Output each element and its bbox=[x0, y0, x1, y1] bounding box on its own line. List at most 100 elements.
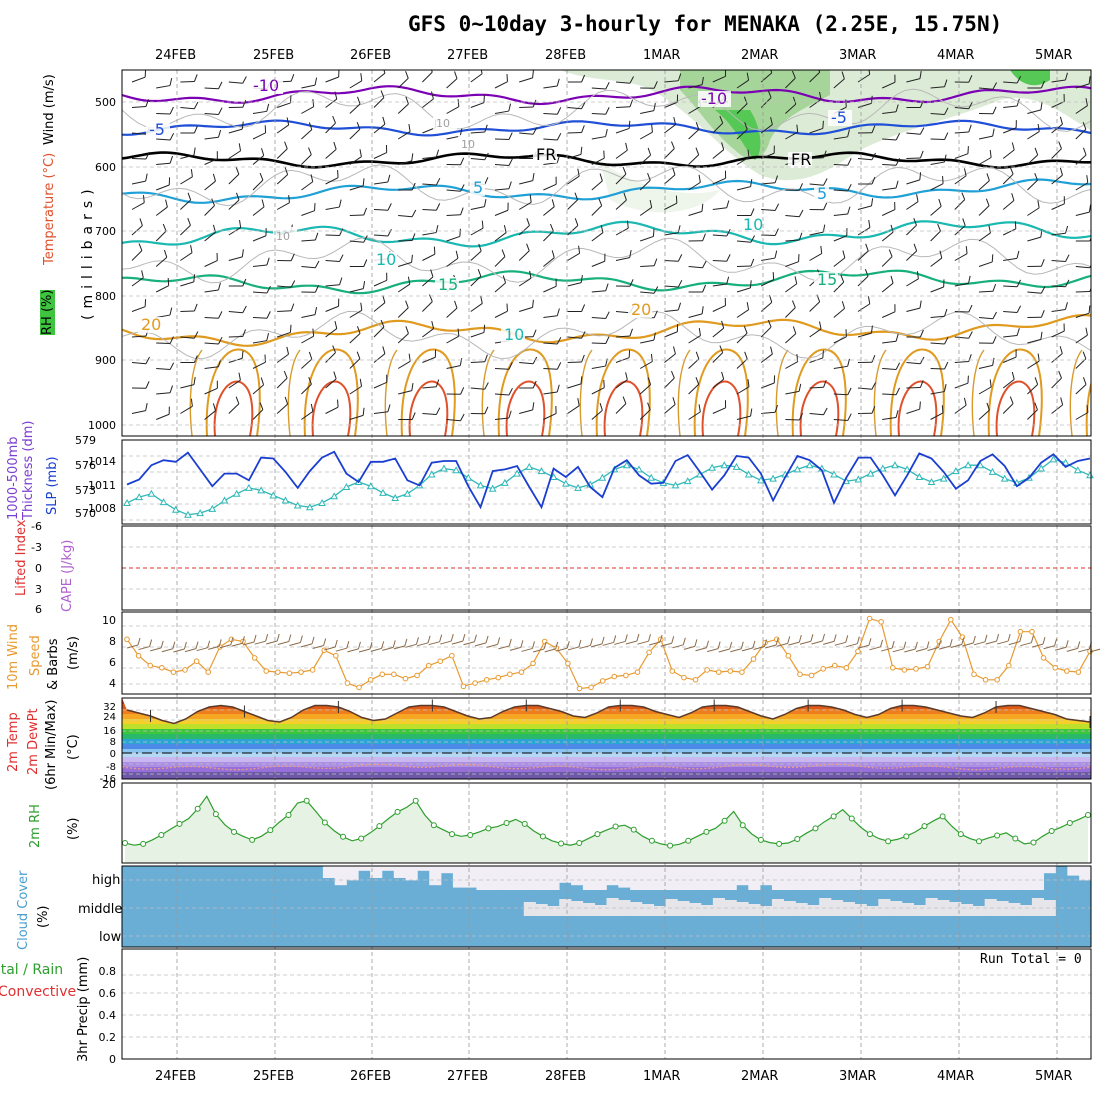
wind-barb-flag bbox=[238, 143, 242, 151]
cloud-cell bbox=[1067, 866, 1080, 876]
wind-barb-staff bbox=[470, 227, 484, 236]
wind-barb-staff bbox=[978, 261, 993, 267]
wind-barb bbox=[591, 380, 605, 395]
wind-barb-flag bbox=[507, 202, 509, 211]
wind-barb-staff bbox=[1003, 285, 1018, 288]
wind-barb-flag bbox=[532, 173, 535, 181]
wind-barb-staff bbox=[664, 331, 678, 338]
wind-barb-staff bbox=[567, 282, 582, 287]
wind10-barb-flag bbox=[473, 634, 477, 642]
wind-barb-flag bbox=[1089, 236, 1091, 242]
wind-barb-flag bbox=[1016, 279, 1021, 287]
wind-barb-staff bbox=[833, 164, 848, 166]
wind-barb bbox=[494, 103, 512, 114]
thickness-point bbox=[123, 498, 131, 506]
wind-barb bbox=[1027, 80, 1045, 89]
wind-barb-flag bbox=[919, 150, 924, 159]
wind-barb-staff bbox=[131, 106, 147, 108]
contour-label: 10 bbox=[461, 138, 475, 151]
wind-barb-flag bbox=[629, 250, 632, 258]
wind-barb-flag bbox=[919, 300, 922, 309]
wind10-barb bbox=[463, 641, 475, 646]
wind-barb-flag bbox=[721, 142, 725, 150]
wind-barb-flag bbox=[774, 203, 780, 211]
wind-barb-flag bbox=[242, 100, 247, 108]
wind-barb-staff bbox=[1075, 334, 1088, 344]
pressure-tick: 500 bbox=[95, 96, 116, 109]
wind-barb-flag bbox=[750, 258, 755, 267]
wind-barb bbox=[325, 228, 344, 236]
wind-barb-staff bbox=[543, 368, 558, 370]
wind-barb-staff bbox=[615, 149, 628, 159]
wind-barb-staff bbox=[204, 410, 216, 420]
wind-barb-flag bbox=[653, 332, 656, 341]
wind-barb bbox=[567, 218, 579, 236]
wind-barb-flag bbox=[310, 403, 314, 412]
wind-barb-staff bbox=[954, 382, 969, 389]
wind-barb-staff bbox=[954, 107, 969, 110]
wind-barb-flag bbox=[362, 178, 365, 186]
wind-barb-flag bbox=[532, 127, 538, 135]
thickness-point bbox=[147, 489, 156, 497]
date-label: 1MAR bbox=[643, 48, 681, 63]
wind-barb-staff bbox=[688, 313, 703, 318]
wind-barb-flag bbox=[139, 218, 143, 226]
wind-barb-staff bbox=[494, 368, 510, 370]
wind-barb-staff bbox=[228, 199, 240, 210]
temp-band bbox=[122, 753, 1091, 757]
wind-barb-flag bbox=[672, 167, 676, 175]
cloud-cell bbox=[890, 866, 903, 890]
wind-barb-staff bbox=[567, 153, 582, 159]
wind-barb-flag bbox=[919, 329, 924, 338]
wind10-barb bbox=[927, 647, 939, 651]
wind-barb bbox=[252, 228, 267, 242]
wind10-barb bbox=[1043, 645, 1055, 650]
thickness-point bbox=[683, 477, 692, 485]
thickness-point bbox=[952, 467, 960, 475]
wind-barb bbox=[518, 270, 532, 287]
wind10-barb bbox=[985, 640, 997, 645]
wind-barb-flag bbox=[314, 77, 318, 86]
temp-band bbox=[122, 749, 1091, 753]
wind-barb bbox=[204, 252, 218, 267]
wind-barb-staff bbox=[664, 377, 675, 389]
wind10-barb-flag bbox=[914, 641, 918, 650]
wind-barb-flag bbox=[581, 101, 586, 109]
wind-barb-flag bbox=[770, 346, 773, 355]
wind-barb-flag bbox=[647, 402, 651, 410]
wind-barb-staff bbox=[277, 310, 292, 312]
wind-barb-staff bbox=[131, 277, 144, 287]
wind-barb bbox=[978, 149, 992, 165]
wind10-barb-flag bbox=[1065, 640, 1069, 648]
wind-barb-flag bbox=[986, 173, 990, 181]
wind-barb-flag bbox=[1034, 172, 1038, 181]
wind-barb bbox=[180, 101, 199, 110]
temp2m-tick: 32 bbox=[103, 702, 116, 713]
wind-barb-staff bbox=[1027, 131, 1040, 140]
contour-arch-red bbox=[701, 380, 742, 436]
wind-barb bbox=[422, 225, 439, 236]
wind-barb-flag bbox=[261, 148, 265, 156]
cloud-mid-cell bbox=[819, 898, 832, 916]
wind-barb bbox=[615, 372, 628, 389]
wind-barb-staff bbox=[131, 76, 146, 83]
wind-barb-staff bbox=[736, 309, 749, 318]
wind-barb-flag bbox=[216, 380, 218, 389]
wind-barb-staff bbox=[712, 378, 724, 389]
wind-barb-flag bbox=[605, 129, 608, 137]
wind-barb-flag bbox=[532, 99, 537, 108]
wind-barb-flag bbox=[193, 303, 198, 312]
contour-label: -10 bbox=[701, 89, 727, 108]
wind-barb-flag bbox=[599, 173, 603, 181]
wind-barb-staff bbox=[615, 173, 627, 185]
wind-barb bbox=[252, 377, 265, 395]
cloud-cell bbox=[937, 866, 950, 890]
wind-barb-flag bbox=[847, 206, 851, 215]
wind-barb-staff bbox=[736, 129, 748, 140]
wind-barb-staff bbox=[397, 131, 411, 140]
wind-barb-staff bbox=[349, 103, 361, 114]
wind-barb-staff bbox=[325, 406, 339, 414]
wind-barb-flag bbox=[672, 397, 676, 405]
wind-barb bbox=[1075, 175, 1089, 191]
wind-barb bbox=[446, 250, 459, 267]
